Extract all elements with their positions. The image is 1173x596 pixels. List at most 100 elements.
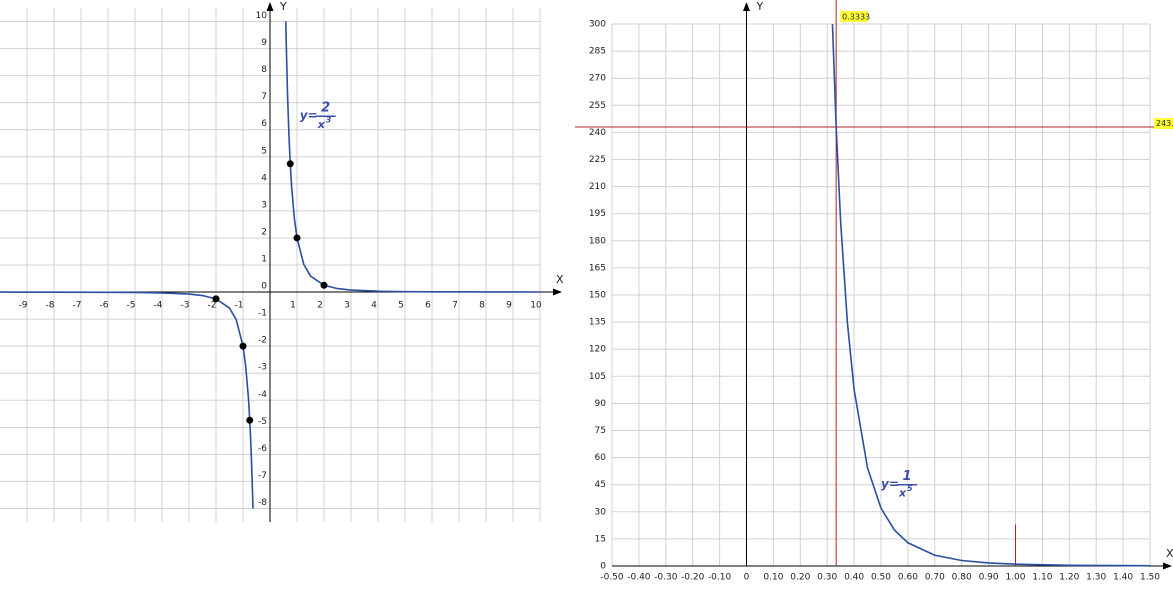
x-tick-label: -7: [73, 301, 82, 311]
x-tick-label: -6: [100, 301, 109, 311]
x-tick-label: 0.90: [979, 573, 999, 583]
y-axis-arrow: [743, 2, 750, 11]
y-tick-label: 15: [595, 534, 606, 544]
y-tick-label: 2: [261, 227, 267, 237]
x-tick-label: 3: [344, 301, 350, 311]
curve: [831, 23, 1151, 567]
x-tick-label: 1.00: [1005, 573, 1025, 583]
formula-numerator: 1: [902, 469, 911, 484]
y-axis-arrow: [266, 2, 274, 11]
x-tick-label: -0.30: [654, 573, 678, 583]
x-axis-arrow: [553, 288, 562, 296]
y-tick-label: 10: [256, 11, 268, 21]
y-axis-label: Y: [756, 0, 764, 13]
crosshair-x-badge: [840, 11, 869, 22]
y-tick-label: 195: [589, 209, 606, 219]
x-tick-label: 0.60: [898, 573, 918, 583]
y-tick-label: 255: [589, 101, 606, 111]
formula-exponent: 5: [907, 484, 913, 493]
y-tick-label: 165: [589, 263, 606, 273]
x-tick-label: 1.10: [1032, 573, 1052, 583]
x-tick-label: 0.70: [925, 573, 945, 583]
y-tick-label: -6: [258, 444, 267, 454]
x-tick-label: 9: [506, 301, 512, 311]
y-tick-label: 4: [261, 173, 267, 183]
y-tick-label: 60: [595, 453, 607, 463]
y-tick-label: -5: [258, 417, 267, 427]
y-tick-label: 7: [261, 92, 267, 102]
x-tick-label: 0.50: [871, 573, 891, 583]
y-tick-label: 9: [261, 38, 267, 48]
data-point: [320, 281, 328, 289]
data-point: [293, 234, 301, 242]
crosshair-y-label: 243.: [1156, 119, 1173, 128]
y-tick-label: 270: [589, 74, 606, 84]
y-tick-label: 6: [261, 119, 267, 129]
data-point: [212, 295, 220, 303]
crosshair-y-badge: [1154, 117, 1173, 129]
y-tick-label: 285: [589, 47, 606, 57]
x-tick-label: 1.40: [1113, 573, 1133, 583]
x-tick-label: 5: [398, 301, 404, 311]
y-tick-label: 75: [595, 426, 606, 436]
formula-prefix: y=: [300, 109, 318, 123]
x-tick-label: 4: [371, 301, 377, 311]
y-tick-label: 3: [261, 200, 267, 210]
y-tick-label: 8: [261, 65, 267, 75]
x-tick-label: -4: [154, 301, 163, 311]
y-tick-label: 1: [261, 255, 267, 265]
y-tick-label: 180: [589, 236, 606, 246]
crosshair-x-label: 0.3333: [842, 13, 870, 22]
x-tick-label: -2: [208, 301, 217, 311]
x-tick-label: 2: [317, 301, 323, 311]
y-tick-label: 120: [589, 345, 606, 355]
x-tick-label: -3: [181, 301, 190, 311]
x-tick-label: 0: [744, 573, 750, 583]
x-axis-arrow: [1163, 562, 1172, 570]
y-tick-label: 30: [595, 507, 607, 517]
y-axis-label: Y: [279, 0, 287, 13]
x-tick-label: -0.40: [627, 573, 651, 583]
y-tick-label: 300: [589, 20, 606, 30]
x-axis-label: X: [556, 273, 564, 286]
y-tick-label: 90: [595, 399, 607, 409]
y-tick-label: 150: [589, 291, 606, 301]
x-tick-label: 0.30: [817, 573, 837, 583]
formula-denominator: x: [898, 487, 907, 500]
y-tick-label: -2: [258, 336, 267, 346]
x-tick-label: 0.10: [763, 573, 783, 583]
y-tick-label: -8: [258, 498, 267, 508]
x-tick-label: -9: [19, 301, 28, 311]
x-tick-label: 6: [425, 301, 431, 311]
x-tick-label: -1: [235, 301, 244, 311]
x-tick-label: 0.40: [844, 573, 864, 583]
x-tick-label: -0.50: [600, 573, 624, 583]
y-tick-label: -4: [258, 390, 267, 400]
x-tick-label: -0.10: [708, 573, 732, 583]
y-tick-label: 5: [261, 146, 267, 156]
x-tick-label: 0.80: [952, 573, 972, 583]
data-point: [286, 160, 294, 168]
y-tick-label: 0: [600, 562, 606, 572]
y-tick-label: 135: [589, 318, 606, 328]
x-tick-label: 1.20: [1059, 573, 1079, 583]
x-tick-label: 1.50: [1140, 573, 1160, 583]
y-tick-label: 105: [589, 372, 606, 382]
x-tick-label: -8: [46, 301, 55, 311]
formula-denominator: x: [317, 118, 326, 131]
y-tick-label: 225: [589, 155, 606, 165]
x-axis-label: X: [1166, 547, 1173, 560]
y-tick-label: -1: [258, 309, 267, 319]
x-tick-label: 1.30: [1086, 573, 1106, 583]
x-tick-label: 0.20: [790, 573, 810, 583]
curve: [0, 21, 541, 509]
x-tick-label: 8: [479, 301, 485, 311]
y-tick-label: -3: [258, 363, 267, 373]
formula-prefix: y=: [881, 477, 899, 491]
x-tick-label: 10: [530, 301, 542, 311]
y-tick-label: -7: [258, 471, 267, 481]
y-tick-label: 210: [589, 182, 606, 192]
data-point: [239, 342, 247, 350]
y-tick-label: 0: [261, 282, 267, 292]
